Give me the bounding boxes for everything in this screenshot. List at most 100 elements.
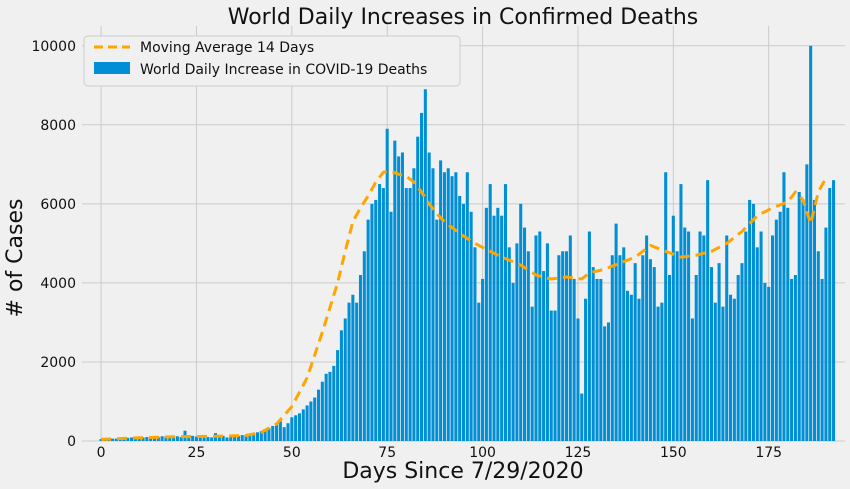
bar (339, 330, 343, 441)
bar (435, 219, 439, 441)
bar (748, 199, 752, 441)
bar (564, 251, 569, 441)
bar (297, 413, 301, 441)
bar (477, 302, 481, 441)
bar (561, 251, 565, 441)
bar (786, 207, 790, 441)
line-series (101, 169, 828, 441)
bar (164, 436, 168, 441)
bar (458, 195, 462, 441)
bar (599, 278, 603, 441)
bar (275, 424, 279, 441)
bar (679, 184, 683, 441)
bar (454, 172, 458, 441)
bar (191, 435, 195, 441)
bar (500, 215, 504, 441)
bar (423, 89, 427, 441)
bar (469, 211, 473, 441)
bar (690, 318, 694, 441)
x-tick-label: 75 (378, 445, 396, 461)
bar (721, 306, 725, 441)
bar (397, 156, 401, 441)
bar (633, 263, 637, 441)
bar (702, 235, 706, 441)
bar (648, 259, 652, 441)
bar (763, 282, 767, 441)
chart-title: World Daily Increases in Confirmed Death… (228, 5, 699, 30)
y-tick-label: 2000 (40, 355, 76, 371)
bar (492, 215, 496, 441)
bar (126, 437, 130, 441)
bar (603, 326, 607, 441)
x-tick-label: 125 (565, 445, 592, 461)
bar (187, 435, 191, 441)
bar (671, 215, 675, 441)
bar (797, 192, 801, 441)
y-tick-label: 6000 (40, 197, 76, 213)
bar (271, 425, 275, 441)
bar (450, 176, 454, 441)
bar (206, 437, 210, 441)
bar (400, 152, 404, 441)
bar (736, 275, 740, 441)
bar (404, 188, 408, 441)
bar (473, 247, 477, 441)
bar (114, 438, 118, 441)
bar (267, 427, 271, 441)
bar (584, 298, 588, 441)
bar (286, 423, 290, 441)
bar (801, 199, 805, 441)
bar (236, 435, 240, 441)
bar (282, 427, 286, 441)
bar (202, 436, 206, 441)
y-tick-label: 4000 (40, 276, 76, 292)
bar (290, 417, 294, 441)
bar (545, 243, 549, 441)
bar (389, 211, 393, 441)
bar (820, 278, 824, 441)
x-axis-ticks: 0 25 50 75 100 125 150 175 (97, 445, 782, 461)
bar (294, 415, 298, 441)
bar (110, 438, 115, 441)
bar (343, 318, 347, 441)
bar (675, 251, 679, 441)
bar (732, 298, 736, 441)
bar (179, 437, 183, 441)
bar (809, 45, 813, 442)
bar (420, 112, 424, 441)
bar (557, 255, 561, 441)
bar (698, 231, 702, 441)
bar (767, 286, 771, 441)
legend-bar-swatch (94, 62, 130, 74)
bar (221, 435, 225, 441)
bar (568, 235, 572, 441)
bar (362, 251, 366, 441)
bar (225, 437, 229, 441)
bar (156, 437, 160, 441)
legend-line-label: Moving Average 14 Days (140, 40, 314, 56)
bar (740, 263, 744, 441)
bar (515, 243, 519, 441)
legend: Moving Average 14 Days World Daily Incre… (83, 35, 461, 87)
y-axis-label: # of Cases (3, 199, 28, 318)
bar (412, 168, 416, 442)
bar (713, 302, 717, 441)
bar (645, 235, 649, 441)
bar (481, 278, 485, 441)
bar (408, 188, 412, 441)
bar (629, 294, 633, 441)
bar (194, 436, 198, 441)
bar (519, 203, 523, 441)
bar (755, 247, 759, 441)
bar (782, 172, 786, 441)
bar (393, 140, 397, 441)
bar (622, 247, 626, 441)
bar (442, 172, 446, 441)
bar (217, 435, 221, 441)
bar (366, 219, 370, 441)
bar (652, 267, 656, 441)
bar (610, 255, 614, 441)
bar (725, 235, 729, 441)
bar (595, 278, 599, 441)
bar (530, 306, 534, 441)
